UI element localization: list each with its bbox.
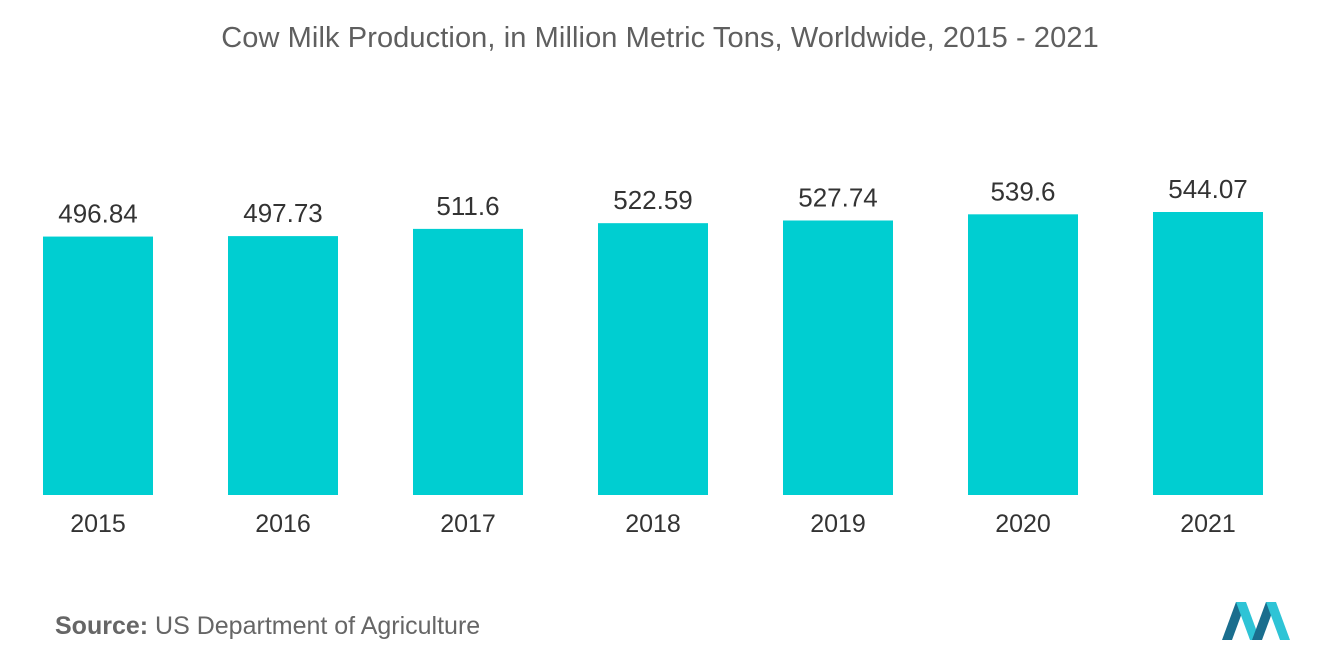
data-label-2016: 497.73	[243, 198, 323, 228]
x-tick-label-2017: 2017	[440, 510, 496, 538]
bar-2021	[1153, 212, 1263, 495]
x-tick-label-2016: 2016	[255, 510, 311, 538]
data-label-2018: 522.59	[613, 185, 693, 215]
bar-2019	[783, 220, 893, 495]
x-tick-label-2015: 2015	[70, 510, 126, 538]
source-text: US Department of Agriculture	[155, 612, 481, 640]
bar-2017	[413, 228, 523, 495]
bar-2018	[598, 223, 708, 495]
chart-title: Cow Milk Production, in Million Metric T…	[221, 22, 1099, 54]
company-logo	[1222, 602, 1290, 640]
x-tick-label-2020: 2020	[995, 510, 1051, 538]
data-label-2021: 544.07	[1168, 174, 1248, 204]
source-note: Source: US Department of Agriculture	[55, 612, 480, 641]
bar-2015	[43, 236, 153, 495]
x-tick-label-2018: 2018	[625, 510, 681, 538]
x-tick-label-2021: 2021	[1180, 510, 1236, 538]
data-label-2020: 539.6	[990, 176, 1055, 206]
source-label: Source:	[55, 612, 149, 640]
data-label-2019: 527.74	[798, 182, 878, 212]
data-label-2017: 511.6	[436, 191, 499, 221]
x-tick-label-2019: 2019	[810, 510, 866, 538]
bar-2020	[968, 214, 1078, 496]
data-label-2015: 496.84	[58, 199, 138, 229]
bar-2016	[228, 236, 338, 495]
